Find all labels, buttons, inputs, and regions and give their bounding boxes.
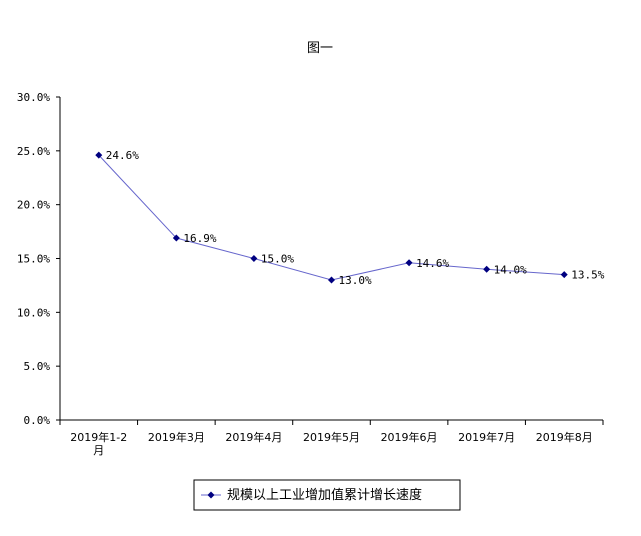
x-tick-label: 2019年7月 [458,430,515,444]
data-label: 14.6% [416,257,449,270]
data-point-marker [405,259,413,267]
data-label: 14.0% [494,263,527,276]
data-label: 15.0% [261,253,294,266]
x-tick-label: 2019年4月 [225,430,282,444]
y-axis: 0.0% 5.0% 10.0% 15.0% 20.0% 25.0% 30.0% [17,91,61,427]
legend-box [193,479,461,511]
y-tick-label: 30.0% [17,91,50,104]
data-point-marker [328,276,335,284]
y-tick-label: 0.0% [24,414,51,427]
y-tick-label: 20.0% [17,199,50,212]
data-point-marker [95,151,103,159]
data-label: 13.5% [571,269,604,282]
x-tick-label: 2019年1-2 月 [70,430,127,457]
data-label: 13.0% [339,274,372,287]
x-axis: 2019年1-2 月 2019年3月 2019年4月 2019年5月 2019年6月 201… [59,419,604,457]
data-point-marker [250,255,258,262]
y-tick-label: 15.0% [17,253,50,266]
chart-title: 图一 [307,41,333,56]
data-labels: 24.6% 16.9% 15.0% 13.0% 14.6% 14.0% 13.5% [106,149,605,287]
data-markers [95,151,568,284]
x-tick-label: 2019年8月 [536,430,593,444]
x-tick-label: 2019年5月 [303,430,360,444]
y-tick-label: 25.0% [17,145,50,158]
data-label: 24.6% [106,149,139,162]
y-tick-label: 10.0% [17,306,50,319]
data-label: 16.9% [183,232,216,245]
x-tick-label: 2019年6月 [381,430,438,444]
data-point-marker [560,271,568,279]
legend: 规模以上工业增加值累计增长速度 [193,479,461,511]
data-point-marker [483,265,491,273]
x-tick-label: 2019年3月 [148,430,205,444]
legend-marker [207,491,215,499]
series-line [98,154,565,281]
y-tick-label: 5.0% [24,360,51,373]
data-point-marker [172,234,180,242]
legend-label: 规模以上工业增加值累计增长速度 [227,487,422,503]
